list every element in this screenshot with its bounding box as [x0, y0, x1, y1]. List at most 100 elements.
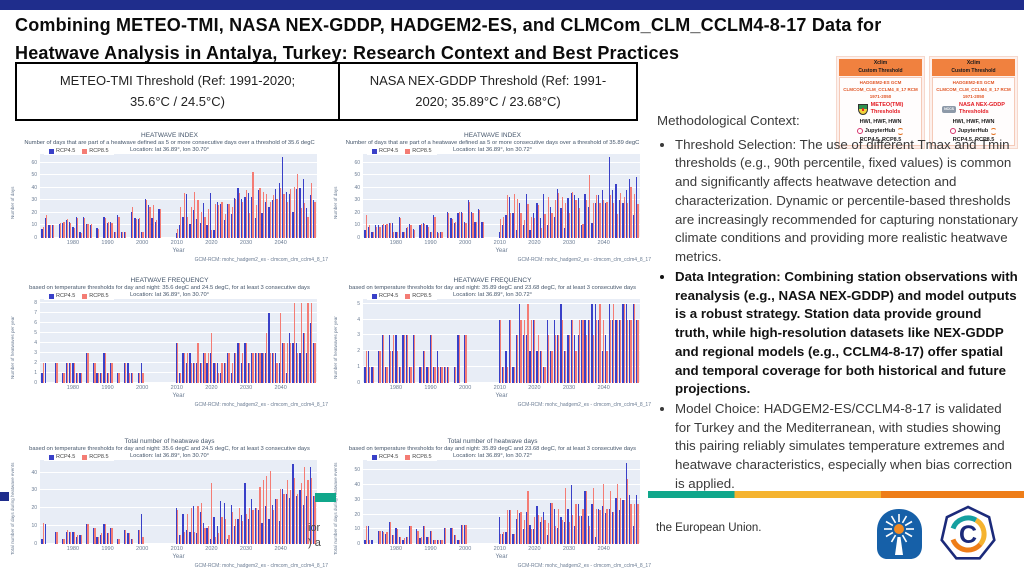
bar-group [68, 154, 72, 238]
bar-rcp45 [299, 353, 301, 383]
card-gcm: HADGEM2-ES GCM [952, 80, 995, 85]
bar-group [532, 154, 536, 238]
y-axis-label: Total number of days during heatwave eve… [333, 462, 338, 556]
bar-rcp45 [99, 373, 102, 383]
bars [363, 460, 640, 544]
bar-rcp45 [309, 195, 311, 238]
bar-rcp85 [252, 353, 254, 383]
bar-rcp85 [286, 479, 289, 544]
bar-rcp45 [251, 353, 253, 383]
bar-rcp45 [405, 227, 407, 238]
y-tick-label: 2 [357, 348, 360, 355]
bar-rcp85 [279, 313, 282, 383]
y-tick-label: 3 [357, 332, 360, 339]
bar-group [41, 460, 44, 544]
bar-rcp45 [405, 335, 407, 383]
bar-rcp45 [632, 526, 634, 544]
bar-rcp85 [558, 192, 560, 238]
bar-rcp45 [398, 216, 401, 238]
bar-rcp85 [59, 222, 62, 238]
bar-rcp45 [625, 462, 627, 544]
bar-group [271, 299, 275, 383]
bar-group [41, 154, 44, 238]
chart-footer-gcm-rcm: GCM-RCM: mohc_hadgem2_es - clmcom_clm_cc… [194, 563, 328, 569]
bar-rcp45 [553, 319, 555, 383]
threshold-box-meteo: METEO-TMI Threshold (Ref: 1991-2020; 35.… [15, 62, 340, 121]
gridline [363, 224, 640, 226]
gridline [363, 318, 640, 320]
card-threshold-label: METEO(TMI) Thresholds [871, 102, 904, 116]
bar-rcp85 [66, 529, 69, 544]
bar-rcp85 [458, 335, 460, 383]
bar-group [598, 154, 601, 238]
bar-rcp45 [75, 373, 78, 383]
bar-group [96, 299, 99, 383]
bar-rcp45 [371, 231, 373, 238]
bar-rcp45 [615, 319, 617, 383]
bar-rcp45 [282, 343, 284, 383]
bar-group [247, 299, 251, 383]
bar-rcp45 [285, 493, 287, 544]
bar-rcp85 [42, 226, 44, 238]
bar-rcp45 [237, 187, 239, 238]
bar-rcp85 [451, 527, 453, 544]
bar-group [213, 154, 216, 238]
chart-subtitle: Number of days that are part of a heatwa… [24, 140, 315, 147]
bar-group [629, 460, 632, 544]
bar-group [574, 460, 577, 544]
bar-group [230, 460, 234, 544]
legend-item: RCP8.5 [82, 454, 109, 460]
bar-group [570, 154, 574, 238]
bar-group [309, 460, 313, 544]
bar-group [251, 154, 254, 238]
y-tick-label: 7 [34, 310, 37, 316]
bar-rcp45 [44, 524, 47, 544]
bar-group [292, 154, 295, 238]
bar-group [110, 154, 113, 238]
bar-group [185, 460, 189, 544]
bar-rcp85 [420, 367, 422, 383]
bar-group [175, 154, 179, 238]
gridline [40, 174, 317, 176]
bar-rcp45 [285, 191, 287, 238]
plot-background [40, 154, 317, 238]
bar-group [288, 299, 292, 383]
bar-rcp45 [41, 538, 43, 544]
x-tick-label: 1980 [66, 546, 80, 552]
bar-group [553, 460, 557, 544]
bar-rcp85 [228, 535, 230, 544]
bar-group [532, 460, 536, 544]
bar-rcp45 [264, 201, 267, 238]
bar-rcp85 [626, 479, 629, 544]
bar-rcp45 [512, 533, 514, 544]
legend-label: RCP4.5 [379, 454, 399, 460]
bar-rcp45 [261, 212, 263, 238]
bar-rcp45 [519, 303, 521, 383]
bar-rcp85 [314, 495, 316, 544]
bar-rcp45 [591, 222, 593, 238]
bar-group [629, 299, 632, 383]
bar-rcp85 [56, 531, 58, 544]
bar-group [581, 460, 584, 544]
bar-group [464, 460, 467, 544]
bar-group [41, 299, 44, 383]
bar-group [529, 154, 532, 238]
bar-group [539, 299, 543, 383]
bar-rcp45 [577, 504, 579, 544]
bar-rcp45 [295, 343, 298, 383]
bar-rcp85 [620, 192, 622, 238]
bar-rcp85 [582, 224, 584, 238]
bar-group [526, 460, 529, 544]
bar-group [426, 154, 429, 238]
bar-rcp85 [506, 510, 508, 544]
nccs-badge-icon: NCCS [942, 105, 956, 113]
bar-group [522, 154, 526, 238]
x-tick-label: 1990 [101, 546, 114, 552]
bar-rcp85 [200, 363, 203, 383]
card-platform: JupyterHub [864, 127, 896, 134]
bar-group [209, 460, 213, 544]
bar-group [185, 299, 189, 383]
bar-rcp85 [224, 518, 227, 544]
bar-group [598, 460, 601, 544]
footer-bar-teal-fragment [315, 493, 336, 502]
